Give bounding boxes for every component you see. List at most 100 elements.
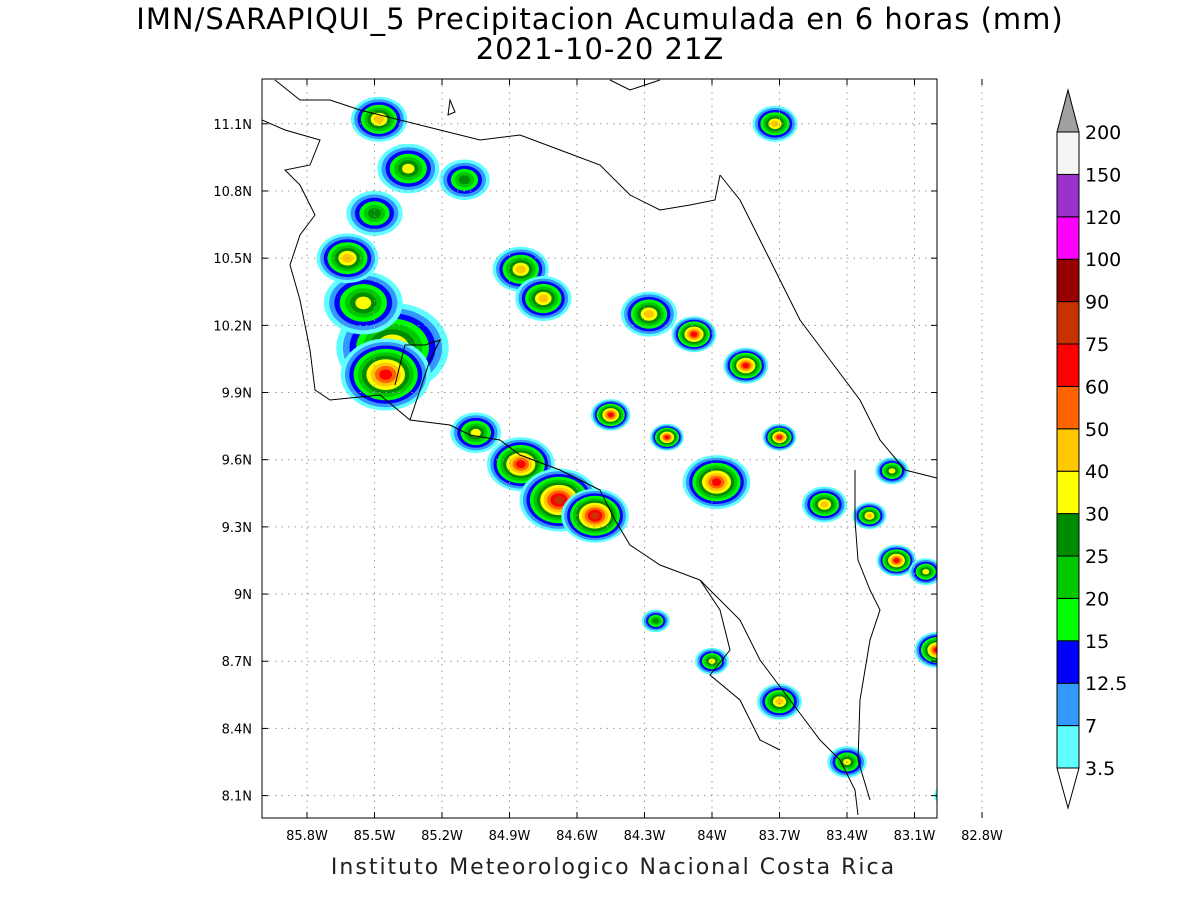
rain-cell-31-level-6 [1006, 658, 1025, 673]
rain-cell-31-level-9 [1013, 663, 1019, 668]
rain-cell-22-level-7 [820, 501, 829, 508]
latitude-axis: 11.1N 10.8N 10.5N 10.2N 9.9N 9.6N 9.3N 9N 8.7N 8.… [213, 118, 937, 805]
rain-cell-20-level-9 [711, 478, 722, 486]
rain-cell-28-level-6 [990, 524, 997, 529]
rain-cell-24-level-6 [888, 468, 896, 474]
lat-tick-label: 10.2N [213, 319, 252, 334]
border-nicaragua [274, 79, 721, 211]
colorbar-label: 25 [1085, 546, 1109, 568]
colorbar-box-3.5 [1056, 725, 1080, 769]
colorbar-low-arrow [1056, 767, 1080, 810]
rain-cell-1-level-9 [379, 369, 393, 380]
rain-cell-31-level-4 [1002, 655, 1030, 677]
lon-tick-label: 83.7W [759, 829, 801, 844]
rain-cell-29-level-6 [1012, 580, 1019, 585]
rain-cell-37-level-4 [1030, 386, 1046, 399]
rain-cell-29-level-5 [1010, 578, 1021, 587]
rain-cell-27-level-3 [949, 530, 969, 546]
rain-cell-28-level-1 [979, 515, 1008, 538]
map-background [262, 79, 937, 818]
map-frame [261, 78, 938, 819]
colorbar-box-40 [1056, 428, 1080, 472]
colorbar-label: 100 [1085, 249, 1121, 271]
rain-cell-37-level-2 [1026, 383, 1051, 403]
rain-cell-25-level-9 [893, 558, 900, 563]
colorbar-label: 7 [1085, 716, 1097, 738]
lon-tick-label: 84.3W [624, 829, 666, 844]
colorbar-label: 150 [1085, 164, 1121, 186]
rain-cell-4-level-5 [368, 208, 381, 219]
lat-tick-label: 9.6N [222, 454, 252, 469]
rain-cell-9-level-7 [538, 294, 549, 303]
lon-tick-label: 82.8W [961, 829, 1003, 844]
colorbar-label: 15 [1085, 631, 1109, 653]
rain-cell-37-level-1 [1024, 381, 1053, 404]
rain-cell-6-level-7 [374, 115, 384, 124]
colorbar-label: 50 [1085, 419, 1109, 441]
coastlines [262, 79, 937, 816]
map-date: 2021-10-20 21Z [475, 32, 725, 66]
rain-cell-13-level-7 [771, 120, 779, 128]
rain-cell-5-level-6 [402, 163, 415, 174]
colorbar-label: 40 [1085, 461, 1109, 483]
colorbar-box-100 [1056, 216, 1080, 260]
colorbar-box-150 [1056, 131, 1080, 175]
lon-tick-label: 84W [697, 829, 727, 844]
lon-tick-label: 83.1W [894, 829, 936, 844]
rain-cell-29-level-4 [1008, 577, 1024, 590]
lat-tick-label: 10.5N [213, 252, 252, 267]
rain-cell-2-level-6 [355, 296, 372, 310]
rain-cell-8-level-7 [515, 265, 526, 274]
colorbar-label: 200 [1085, 122, 1121, 144]
rain-cell-28-level-0 [976, 513, 1010, 540]
lake-nicaragua-edge [609, 79, 661, 91]
longitude-axis: 85.8W 85.5W 85.2W 84.9W 84.6W 84.3W 84W 83.7W 83… [286, 79, 1003, 844]
rain-cell-27-level-4 [952, 532, 968, 545]
rain-cell-31-level-0 [993, 648, 1038, 684]
rain-cell-31-level-8 [1010, 661, 1021, 670]
precipitation-field [316, 96, 1053, 803]
colorbar-box-60 [1056, 343, 1080, 387]
colorbar-box-20 [1056, 555, 1080, 599]
rain-cell-23-level-7 [866, 513, 873, 519]
lat-tick-label: 9.3N [222, 521, 252, 536]
rain-cell-28-level-3 [983, 519, 1003, 535]
rain-cell-36-level-0 [934, 788, 937, 803]
rain-cell-36-level-6 [945, 793, 951, 797]
rain-cell-18-level-9 [607, 412, 614, 418]
credit-line: Instituto Meteorologico Nacional Costa R… [330, 855, 897, 880]
rain-cell-15-level-9 [516, 460, 526, 469]
island [447, 98, 456, 116]
lon-tick-label: 84.6W [556, 829, 598, 844]
lat-tick-label: 8.1N [222, 790, 252, 805]
coastline-pacific-north [262, 119, 781, 751]
rain-cell-32-level-7 [775, 698, 784, 705]
rain-cell-17-level-10 [590, 512, 600, 520]
rain-cell-31-level-3 [1000, 653, 1032, 679]
rain-cell-36-level-4 [942, 790, 955, 801]
rain-cell-37-level-3 [1028, 384, 1048, 400]
rain-cell-28-level-2 [981, 517, 1006, 537]
lon-tick-label: 85.2W [421, 829, 463, 844]
rain-cell-37-level-6 [1035, 390, 1042, 395]
lon-tick-label: 83.4W [826, 829, 868, 844]
coastline-nicoya-gulf [394, 339, 441, 421]
border-panama [854, 470, 881, 801]
coastline-osa [699, 579, 859, 816]
rain-cell-14-level-6 [470, 428, 481, 437]
rain-cell-30-level-9 [933, 647, 937, 653]
rain-cell-28-level-5 [988, 522, 999, 531]
lon-tick-label: 84.9W [489, 829, 531, 844]
rain-cell-27-level-0 [943, 525, 977, 552]
lat-tick-label: 8.4N [222, 722, 252, 737]
lat-tick-label: 8.7N [222, 655, 252, 670]
rain-cell-31-level-1 [995, 649, 1036, 682]
rain-cell-36-level-5 [944, 792, 953, 800]
colorbar-box-30 [1056, 470, 1080, 515]
rain-cell-37-level-5 [1033, 388, 1044, 397]
lon-tick-label: 85.5W [354, 829, 396, 844]
colorbar-box-90 [1056, 258, 1080, 303]
lat-tick-label: 9N [234, 588, 252, 603]
colorbar-label: 20 [1085, 588, 1109, 610]
